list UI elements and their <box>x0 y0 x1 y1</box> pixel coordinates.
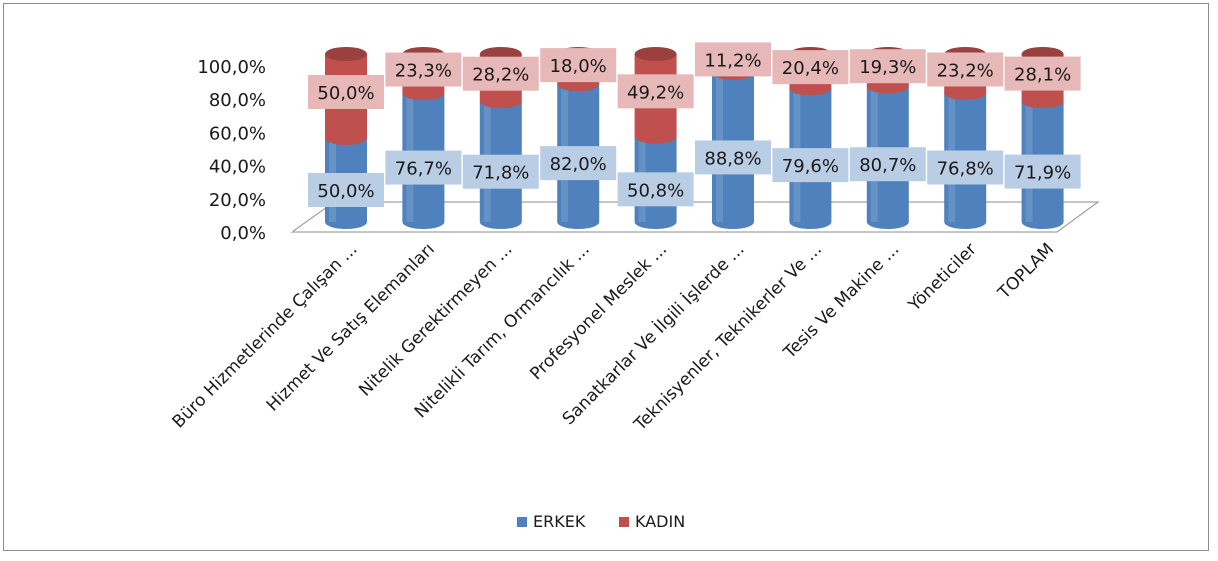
svg-text:23,3%: 23,3% <box>395 61 452 82</box>
category-label: TOPLAM <box>994 239 1058 303</box>
svg-text:88,8%: 88,8% <box>704 148 761 169</box>
category-label: Hizmet Ve Satış Elemanları <box>263 239 439 415</box>
data-label-erkek: 71,9% <box>1004 154 1081 189</box>
y-tick-label: 0,0% <box>220 223 266 244</box>
data-label-erkek: 88,8% <box>695 140 771 175</box>
data-label-kadin: 28,1% <box>1004 56 1081 91</box>
legend-label: KADIN <box>635 512 685 531</box>
svg-text:71,9%: 71,9% <box>1014 163 1071 184</box>
data-label-kadin: 20,4% <box>772 50 849 85</box>
bar-cap <box>325 47 367 61</box>
legend-swatch <box>619 517 629 527</box>
svg-text:11,2%: 11,2% <box>704 50 761 71</box>
category-label: Nitelik Gerektirmeyen ... <box>355 239 516 400</box>
data-label-kadin: 18,0% <box>540 48 617 83</box>
y-tick-label: 40,0% <box>209 157 266 178</box>
svg-text:76,8%: 76,8% <box>937 158 994 179</box>
legend-item-kadin: KADIN <box>619 512 685 531</box>
svg-text:82,0%: 82,0% <box>550 154 607 175</box>
data-label-kadin: 11,2% <box>695 42 771 77</box>
svg-text:50,0%: 50,0% <box>317 83 374 104</box>
data-label-kadin: 19,3% <box>849 49 926 84</box>
data-label-kadin: 23,2% <box>927 52 1004 87</box>
bar-cap <box>634 47 677 61</box>
svg-text:18,0%: 18,0% <box>550 56 607 77</box>
y-tick-label: 100,0% <box>197 57 266 78</box>
category-label: Yöneticiler <box>904 239 981 316</box>
y-tick-label: 80,0% <box>209 90 266 111</box>
y-tick-label: 20,0% <box>209 190 266 211</box>
svg-text:50,8%: 50,8% <box>627 180 684 201</box>
svg-text:19,3%: 19,3% <box>859 57 916 78</box>
data-label-erkek: 80,7% <box>849 147 926 182</box>
svg-text:71,8%: 71,8% <box>472 163 529 184</box>
data-label-erkek: 76,7% <box>385 150 462 185</box>
data-label-erkek: 76,8% <box>927 150 1004 185</box>
data-label-erkek: 82,0% <box>540 146 617 181</box>
category-label: Profesyonel Meslek ... <box>526 239 671 384</box>
data-label-kadin: 50,0% <box>308 75 384 109</box>
stacked-cylinder-chart: 0,0% 20,0% 40,0% 60,0% 80,0% 100,0% 50,0% 50,0… <box>169 42 1100 531</box>
data-label-erkek: 50,8% <box>617 172 694 207</box>
svg-text:79,6%: 79,6% <box>782 156 839 177</box>
legend-item-erkek: ERKEK <box>517 512 586 531</box>
svg-text:28,1%: 28,1% <box>1014 65 1071 86</box>
svg-text:50,0%: 50,0% <box>317 181 374 202</box>
chart-frame: 0,0% 20,0% 40,0% 60,0% 80,0% 100,0% 50,0% 50,0… <box>3 3 1209 551</box>
legend-label: ERKEK <box>533 512 586 531</box>
svg-text:80,7%: 80,7% <box>859 155 916 176</box>
data-label-kadin: 49,2% <box>617 74 694 109</box>
svg-text:49,2%: 49,2% <box>627 82 684 103</box>
svg-text:76,7%: 76,7% <box>395 159 452 180</box>
data-label-kadin: 28,2% <box>462 56 539 91</box>
svg-text:20,4%: 20,4% <box>782 58 839 79</box>
data-label-kadin: 23,3% <box>385 52 462 87</box>
legend-swatch <box>517 517 527 527</box>
data-label-erkek: 79,6% <box>772 148 849 183</box>
data-label-erkek: 50,0% <box>308 173 384 207</box>
svg-text:23,2%: 23,2% <box>937 60 994 81</box>
data-label-erkek: 71,8% <box>462 154 539 189</box>
y-tick-label: 60,0% <box>209 123 266 144</box>
svg-text:28,2%: 28,2% <box>472 65 529 86</box>
